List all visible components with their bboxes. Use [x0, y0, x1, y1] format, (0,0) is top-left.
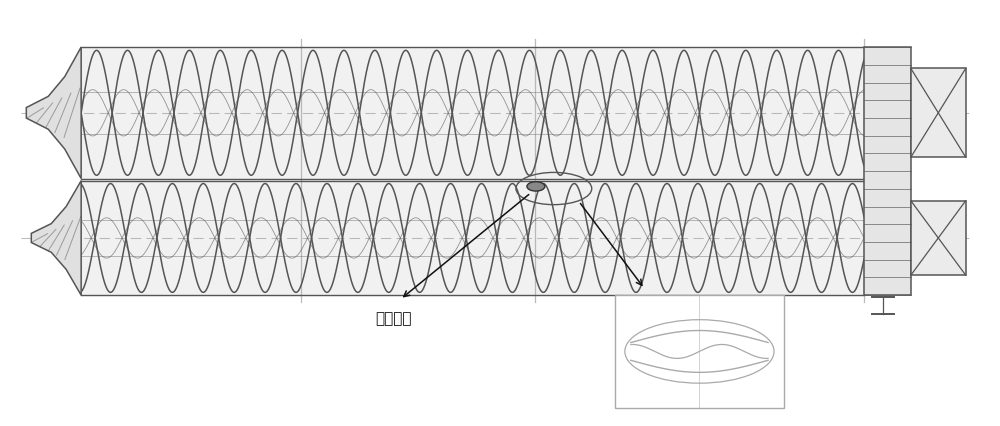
Bar — [911, 201, 966, 276]
Bar — [911, 69, 966, 158]
Ellipse shape — [527, 182, 545, 192]
Bar — [864, 48, 911, 296]
Bar — [615, 296, 784, 408]
Polygon shape — [26, 48, 81, 179]
Text: 玉米茎秆: 玉米茎秆 — [375, 311, 412, 325]
Polygon shape — [31, 181, 81, 296]
